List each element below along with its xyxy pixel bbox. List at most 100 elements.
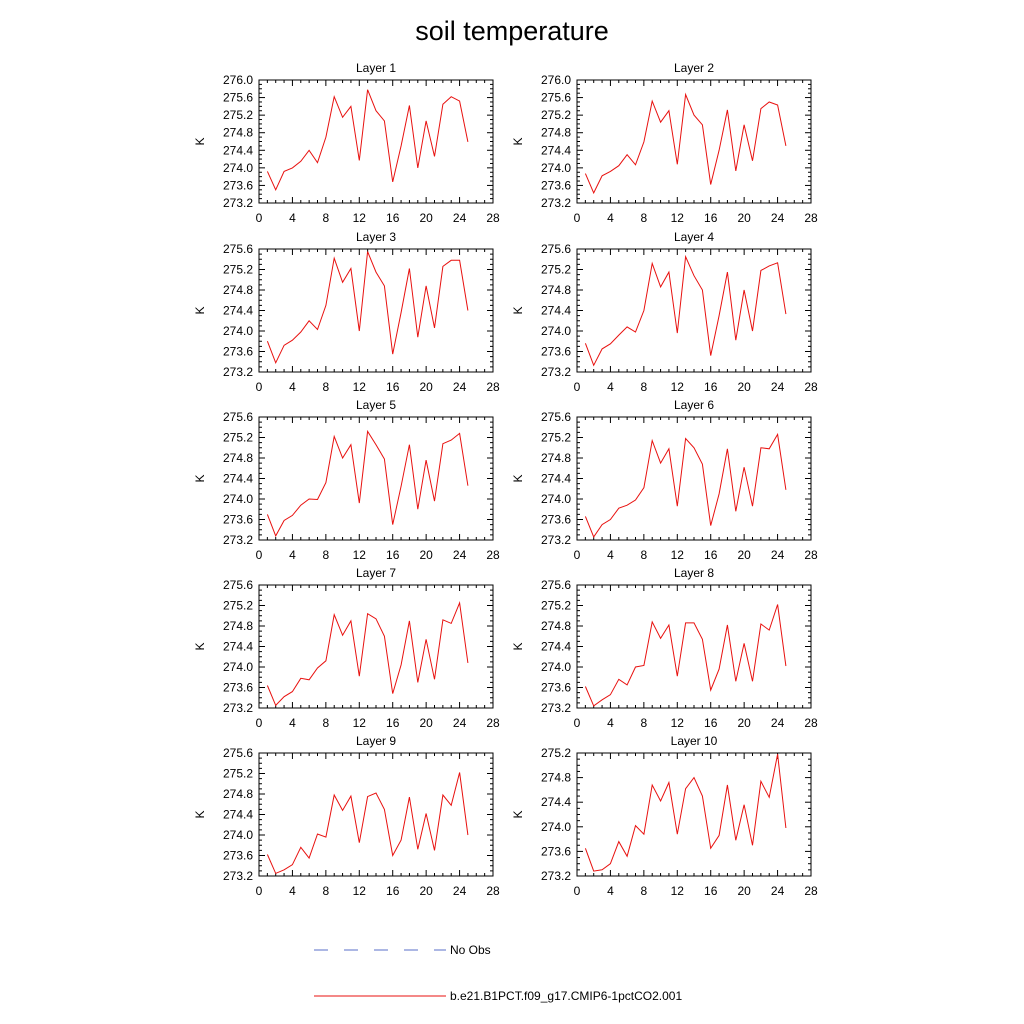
y-tick-label: 274.8 — [541, 283, 571, 297]
y-tick-label: 273.2 — [541, 196, 571, 210]
x-tick-label: 4 — [289, 380, 296, 394]
x-tick-label: 28 — [486, 380, 500, 394]
y-axis-label: K — [193, 642, 207, 650]
x-tick-label: 8 — [641, 884, 648, 898]
y-tick-label: 273.6 — [223, 513, 253, 527]
x-tick-label: 16 — [386, 380, 400, 394]
x-tick-label: 8 — [641, 548, 648, 562]
y-tick-label: 275.6 — [223, 91, 253, 105]
y-tick-label: 274.8 — [541, 451, 571, 465]
x-tick-label: 16 — [386, 211, 400, 225]
y-tick-label: 274.4 — [541, 304, 571, 318]
panel-layer-2: Layer 2 K 0 4 8 12 16 20 24 28 273.2 273.6 274.0 274.… — [511, 61, 818, 225]
x-tick-label: 8 — [323, 884, 330, 898]
y-tick-label: 275.6 — [223, 242, 253, 256]
y-tick-label: 274.4 — [223, 640, 253, 654]
x-tick-label: 24 — [453, 380, 467, 394]
x-tick-label: 12 — [671, 211, 685, 225]
x-tick-label: 0 — [256, 211, 263, 225]
y-axis-label: K — [193, 306, 207, 314]
y-tick-label: 276.0 — [541, 73, 571, 87]
series-line-layer-9 — [266, 772, 469, 875]
panel-title: Layer 7 — [356, 566, 396, 580]
x-tick-label: 28 — [804, 884, 818, 898]
y-tick-label: 275.2 — [223, 431, 253, 445]
panel-title: Layer 4 — [674, 230, 714, 244]
y-tick-label: 275.6 — [541, 578, 571, 592]
x-tick-label: 20 — [419, 716, 433, 730]
y-tick-label: 274.0 — [223, 324, 253, 338]
x-tick-label: 12 — [353, 716, 367, 730]
y-tick-label: 273.6 — [541, 178, 571, 192]
y-tick-label: 273.6 — [223, 849, 253, 863]
plot-frame — [576, 79, 812, 204]
y-tick-label: 274.0 — [541, 324, 571, 338]
y-tick-label: 274.0 — [541, 492, 571, 506]
panel-layer-7: Layer 7 K 0 4 8 12 16 20 24 28 273.2 273.6 274.0 274.… — [193, 566, 500, 730]
y-tick-label: 275.6 — [541, 410, 571, 424]
x-tick-label: 16 — [386, 716, 400, 730]
y-tick-label: 274.4 — [223, 808, 253, 822]
y-tick-label: 275.2 — [541, 599, 571, 613]
panel-title: Layer 6 — [674, 398, 714, 412]
series-line-layer-4 — [584, 254, 787, 367]
x-tick-label: 28 — [486, 884, 500, 898]
x-tick-label: 24 — [453, 211, 467, 225]
x-tick-label: 16 — [704, 211, 718, 225]
y-tick-label: 275.6 — [223, 578, 253, 592]
x-tick-label: 24 — [771, 716, 785, 730]
y-tick-label: 274.8 — [223, 283, 253, 297]
panel-grid: Layer 1 K 0 4 8 12 16 20 24 28 273.2 273.6 274.0 274.… — [193, 61, 818, 898]
y-tick-label: 275.6 — [541, 242, 571, 256]
panel-title: Layer 3 — [356, 230, 396, 244]
x-tick-label: 28 — [486, 548, 500, 562]
x-tick-label: 12 — [671, 716, 685, 730]
x-tick-label: 24 — [453, 716, 467, 730]
x-tick-label: 8 — [323, 716, 330, 730]
x-tick-label: 4 — [289, 716, 296, 730]
series-line-layer-10 — [584, 754, 787, 872]
y-tick-label: 275.2 — [541, 431, 571, 445]
panel-layer-6: Layer 6 K 0 4 8 12 16 20 24 28 273.2 273.6 274.0 274.… — [511, 398, 818, 562]
y-tick-label: 275.6 — [223, 410, 253, 424]
x-tick-label: 4 — [289, 548, 296, 562]
y-tick-label: 274.4 — [541, 472, 571, 486]
figure-title: soil temperature — [415, 16, 609, 46]
y-tick-label: 273.6 — [223, 681, 253, 695]
legend-label-model: b.e21.B1PCT.f09_g17.CMIP6-1pctCO2.001 — [450, 989, 682, 1003]
y-tick-label: 273.2 — [223, 533, 253, 547]
panel-title: Layer 2 — [674, 61, 714, 75]
y-tick-label: 274.4 — [541, 640, 571, 654]
panel-title: Layer 10 — [671, 734, 718, 748]
panel-layer-1: Layer 1 K 0 4 8 12 16 20 24 28 273.2 273.6 274.0 274.… — [193, 61, 500, 225]
x-tick-label: 0 — [574, 211, 581, 225]
y-tick-label: 274.4 — [223, 472, 253, 486]
x-tick-label: 24 — [771, 548, 785, 562]
x-tick-label: 20 — [419, 884, 433, 898]
y-tick-label: 274.0 — [223, 161, 253, 175]
legend-label-no-obs: No Obs — [450, 943, 491, 957]
y-tick-label: 273.2 — [223, 701, 253, 715]
y-axis-label: K — [193, 137, 207, 145]
x-tick-label: 28 — [804, 716, 818, 730]
x-tick-label: 28 — [804, 548, 818, 562]
legend: No Obs b.e21.B1PCT.f09_g17.CMIP6-1pctCO2… — [314, 943, 682, 1003]
x-tick-label: 12 — [353, 884, 367, 898]
x-tick-label: 20 — [737, 380, 751, 394]
x-tick-label: 0 — [574, 548, 581, 562]
y-tick-label: 274.0 — [223, 828, 253, 842]
plot-frame — [576, 416, 812, 541]
x-tick-label: 0 — [574, 380, 581, 394]
x-tick-label: 24 — [453, 548, 467, 562]
x-tick-label: 20 — [737, 884, 751, 898]
x-tick-label: 12 — [671, 884, 685, 898]
y-axis-label: K — [511, 642, 525, 650]
y-tick-label: 273.2 — [541, 533, 571, 547]
y-axis-label: K — [193, 810, 207, 818]
x-tick-label: 24 — [453, 884, 467, 898]
y-tick-label: 273.6 — [223, 178, 253, 192]
x-tick-label: 4 — [289, 884, 296, 898]
x-tick-label: 20 — [419, 211, 433, 225]
x-tick-label: 0 — [256, 380, 263, 394]
x-tick-label: 12 — [671, 380, 685, 394]
